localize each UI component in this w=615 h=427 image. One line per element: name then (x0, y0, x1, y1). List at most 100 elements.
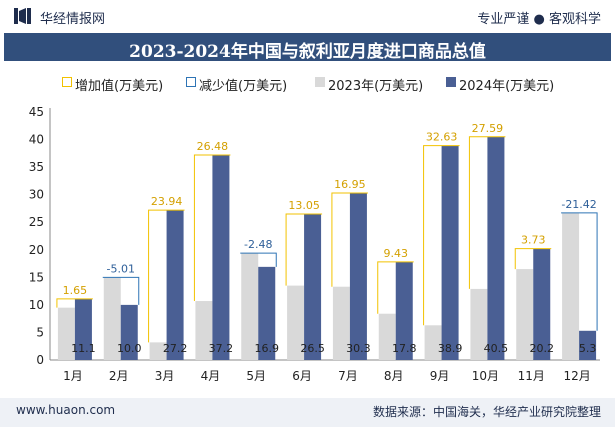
x-tick-label: 9月 (430, 369, 450, 383)
change-label: 26.48 (197, 140, 229, 153)
bar-2024 (441, 145, 459, 360)
increase-bracket (331, 192, 368, 287)
footer: www.huaon.com 数据来源：中国海关，华经产业研究院整理 (0, 398, 615, 427)
legend-increase-label: 增加值(万美元) (75, 79, 164, 94)
bar-2024-value-label: 11.1 (71, 342, 96, 355)
change-label: 3.73 (521, 234, 546, 247)
legend-2023-label: 2023年(万美元) (328, 79, 424, 94)
bar-2024 (395, 261, 413, 360)
brand-logo-icon (14, 8, 31, 24)
decrease-bracket (102, 276, 140, 305)
increase-bracket (193, 154, 231, 302)
change-label: 23.94 (151, 195, 183, 208)
x-tick-label: 8月 (384, 369, 404, 383)
bar-2023 (57, 307, 75, 360)
x-tick-label: 6月 (292, 369, 312, 383)
legend-2024-label: 2024年(万美元) (459, 79, 555, 94)
x-tick-label: 7月 (338, 369, 358, 383)
change-label: -21.42 (561, 198, 596, 211)
bar-2024-value-label: 26.5 (300, 342, 325, 355)
increase-bracket (56, 298, 93, 308)
chart-title: 2023-2024年中国与叙利亚月度进口商品总值 (129, 42, 486, 62)
bar-2023 (195, 301, 213, 360)
change-label: -2.48 (244, 238, 272, 251)
title-bar: 2023-2024年中国与叙利亚月度进口商品总值 (4, 33, 611, 62)
legend-2024-swatch (446, 77, 456, 87)
legend-increase-swatch (62, 77, 72, 87)
y-tick-label: 15 (29, 270, 44, 284)
x-tick-label: 2月 (109, 369, 129, 383)
x-tick-label: 10月 (472, 369, 499, 383)
y-tick-label: 30 (29, 188, 44, 202)
bar-2024-value-label: 10.0 (117, 342, 142, 355)
bar-2023 (562, 212, 580, 360)
increase-bracket (468, 136, 506, 289)
bar-2023 (103, 277, 121, 360)
bar-2024 (533, 248, 551, 360)
bar-2024 (212, 154, 230, 360)
tagline: 专业严谨 ● 客观科学 (477, 12, 601, 27)
legend-decrease-label: 减少值(万美元) (199, 79, 288, 94)
bar-2023 (149, 342, 167, 360)
bar-2023 (287, 285, 305, 360)
y-tick-label: 45 (29, 105, 44, 119)
bar-2024-value-label: 40.5 (484, 342, 509, 355)
decrease-bracket (240, 252, 277, 267)
bar-2024 (579, 330, 597, 360)
bar-2024-value-label: 38.9 (438, 342, 463, 355)
change-label: 27.59 (472, 122, 504, 135)
bar-2024-value-label: 37.2 (209, 342, 234, 355)
increase-bracket (148, 209, 185, 343)
x-tick-label: 3月 (155, 369, 175, 383)
y-tick-label: 10 (29, 298, 44, 312)
change-label: -5.01 (107, 262, 135, 275)
bar-2024-value-label: 16.9 (255, 342, 280, 355)
bar-2024-value-label: 5.3 (579, 342, 597, 355)
bar-2023 (241, 253, 259, 360)
legend-decrease-swatch (186, 77, 196, 87)
x-tick-label: 4月 (201, 369, 221, 383)
change-label: 32.63 (426, 131, 458, 144)
bar-2024 (349, 193, 367, 360)
increase-bracket (423, 145, 460, 326)
x-tick-label: 12月 (563, 369, 590, 383)
y-tick-label: 0 (36, 353, 44, 367)
brand-name: 华经情报网 (40, 12, 106, 27)
bar-2024 (304, 213, 322, 360)
change-label: 13.05 (288, 199, 320, 212)
bar-2024-value-label: 30.3 (346, 342, 371, 355)
bar-2024 (166, 210, 184, 360)
increase-bracket (285, 213, 323, 286)
y-tick-label: 25 (29, 215, 44, 229)
x-tick-label: 5月 (246, 369, 266, 383)
y-tick-label: 35 (29, 160, 44, 174)
bar-2024 (258, 266, 276, 360)
bar-2024 (487, 136, 505, 360)
x-tick-label: 1月 (63, 369, 83, 383)
bar-2024 (120, 304, 138, 360)
y-tick-label: 20 (29, 243, 44, 257)
decrease-bracket (561, 212, 598, 331)
change-label: 16.95 (334, 178, 366, 191)
bar-2023 (424, 325, 442, 360)
bar-2024-value-label: 27.2 (163, 342, 188, 355)
bar-2023 (470, 288, 488, 360)
bar-2023 (378, 313, 396, 360)
change-label: 1.65 (63, 284, 88, 297)
change-label: 9.43 (384, 247, 409, 260)
data-source: 数据来源：中国海关，华经产业研究院整理 (372, 405, 601, 419)
chart-legend: 增加值(万美元) 减少值(万美元) 2023年(万美元) 2024年(万美元) (0, 72, 615, 94)
y-tick-label: 40 (29, 133, 44, 147)
bar-2024-value-label: 20.2 (530, 342, 555, 355)
bar-chart: 0 5 10 15 20 25 30 35 40 45 1.65 11.1 1月 -5.01 10.0 2月 2… (29, 105, 600, 383)
bar-2024-value-label: 17.8 (392, 342, 417, 355)
top-bar: 华经情报网 专业严谨 ● 客观科学 (0, 0, 615, 33)
website-link[interactable]: www.huaon.com (16, 403, 116, 417)
bar-2024 (74, 298, 92, 360)
bar-2023 (332, 286, 350, 360)
bar-2023 (516, 269, 534, 360)
x-tick-label: 11月 (518, 369, 545, 383)
y-tick-label: 5 (36, 325, 44, 339)
increase-bracket (377, 261, 414, 314)
legend-2023-swatch (315, 77, 325, 87)
